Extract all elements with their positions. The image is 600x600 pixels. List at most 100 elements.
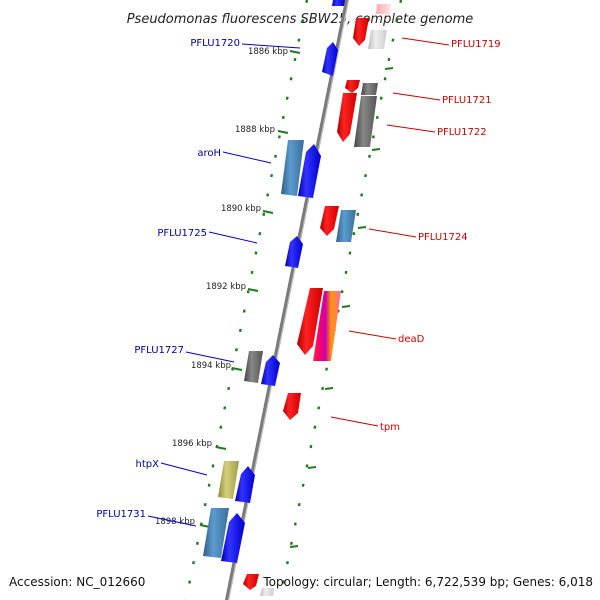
leader-line: [330, 416, 379, 427]
gene-block-top[interactable]: [376, 4, 391, 14]
tick-dot: [383, 77, 387, 81]
tick-dot: [277, 135, 281, 139]
gene-block-pflu1719-homolog[interactable]: [368, 30, 387, 49]
gene-arrow-pflu1722[interactable]: [337, 93, 357, 142]
gene-arrow-dead[interactable]: [297, 288, 323, 355]
gene-arrow-pflu1731[interactable]: [221, 513, 245, 563]
tick-dot: [313, 425, 317, 429]
gene-label-pflu1719[interactable]: PFLU1719: [451, 39, 501, 50]
map-title: Pseudomonas fluorescens SBW25, complete …: [127, 12, 474, 27]
gene-label-dead[interactable]: deaD: [398, 334, 425, 345]
gene-block[interactable]: [260, 588, 274, 596]
tick-dot: [227, 386, 231, 391]
gene-label-pflu1731[interactable]: PFLU1731: [96, 509, 146, 520]
tick-dot: [293, 522, 297, 526]
leader-line: [222, 151, 272, 164]
tick-dot: [262, 212, 266, 216]
gene-arrow-aroh[interactable]: [298, 144, 321, 198]
gene-block-pflu1727-homolog[interactable]: [244, 351, 263, 383]
tick-dot: [254, 251, 258, 255]
tick-dot: [192, 561, 195, 565]
leader-line: [401, 37, 450, 46]
gene-arrow-pflu1725[interactable]: [285, 236, 303, 268]
ruler-tick: [307, 466, 317, 469]
ruler-tick: [357, 226, 367, 229]
gene-block-pflu1724-homolog[interactable]: [336, 210, 356, 242]
tick-dot: [297, 502, 301, 507]
leader-line: [348, 330, 397, 340]
tick-dot: [305, 464, 309, 468]
position-ruler: 1886 kbp 1888 kbp 1890 kbp 1892 kbp 1894…: [155, 47, 301, 528]
gene-label-pflu1724[interactable]: PFLU1724: [418, 232, 468, 243]
ruler-tick: [247, 288, 259, 292]
gene-arrow-pflu1724[interactable]: [320, 206, 339, 236]
tick-dot: [387, 57, 391, 62]
ruler-tick: [231, 367, 243, 371]
gene-label-pflu1721[interactable]: PFLU1721: [442, 95, 492, 106]
gene-block-pflu1721-homolog[interactable]: [361, 83, 378, 95]
leader-line: [392, 92, 441, 101]
gene-arrow-pflu1719[interactable]: [353, 18, 369, 46]
gene-block-dead-homolog[interactable]: [313, 291, 341, 361]
tick-dot: [282, 580, 286, 584]
gene-arrow-pflu1720[interactable]: [322, 42, 338, 76]
genome-summary-text: Topology: circular; Length: 6,722,539 bp…: [262, 575, 593, 589]
ruler-tick: [215, 446, 227, 450]
gene-label-pflu1725[interactable]: PFLU1725: [157, 228, 207, 239]
tick-dot: [336, 309, 340, 313]
tick-dot: [375, 115, 379, 120]
tick-dot: [325, 367, 329, 371]
tick-dot: [188, 580, 192, 584]
gene-label-pflu1722[interactable]: PFLU1722: [437, 127, 487, 138]
gene-arrow[interactable]: [332, 0, 345, 6]
ruler-tick: [289, 50, 301, 54]
ruler-tick: [277, 130, 289, 134]
tick-dot: [270, 173, 274, 178]
gene-arrow-tpm[interactable]: [283, 393, 301, 420]
tick-dot: [391, 38, 395, 42]
minus-strand-labels: PFLU1719 PFLU1721 PFLU1722 PFLU1724 deaD…: [330, 37, 501, 433]
tick-dot: [246, 290, 250, 294]
gene-block-pflu1722-homolog[interactable]: [354, 96, 377, 147]
tick-dot: [317, 406, 321, 410]
gene-block-htpx-homolog[interactable]: [218, 461, 239, 499]
tick-dot: [281, 115, 285, 120]
tick-dot: [305, 0, 309, 4]
tick-dot: [297, 38, 301, 42]
gene-label-htpx[interactable]: htpX: [136, 459, 160, 470]
tick-dot: [258, 232, 262, 236]
tick-dot: [238, 328, 242, 333]
minus-strand-genes: [243, 4, 391, 596]
ruler-tick: [384, 67, 394, 70]
ruler-tick: [371, 148, 381, 151]
tick-dot: [211, 464, 215, 468]
gene-arrow-pflu1721[interactable]: [345, 80, 360, 93]
gene-label-pflu1720[interactable]: PFLU1720: [190, 38, 240, 49]
gene-arrow-htpx[interactable]: [235, 466, 255, 503]
gene-block-pflu1731-homolog[interactable]: [203, 508, 229, 558]
gene-label-tpm[interactable]: tpm: [380, 422, 400, 433]
gene-label-pflu1727[interactable]: PFLU1727: [134, 345, 184, 356]
leader-line: [368, 228, 417, 238]
tick-dot: [344, 270, 348, 275]
minus-strand-ruler-ticks: [289, 67, 394, 548]
leader-line: [386, 124, 436, 133]
gene-arrow-pflu1727[interactable]: [261, 355, 280, 386]
plus-strand-genes: [203, 0, 345, 563]
genome-axis-highlight: [227, 0, 350, 600]
tick-dot: [207, 483, 211, 487]
tick-dot: [293, 57, 297, 62]
accession-text: Accession: NC_012660: [9, 575, 145, 589]
ruler-tick: [262, 210, 274, 214]
gene-block-arohomolog[interactable]: [281, 140, 304, 196]
tick-dot: [289, 541, 293, 545]
tick-dot: [195, 541, 199, 545]
tick-dot: [301, 19, 305, 23]
tick-dot: [352, 232, 356, 236]
gene-label-aroh[interactable]: aroH: [197, 148, 221, 159]
tick-dot: [364, 173, 368, 178]
ruler-label: 1890 kbp: [221, 204, 261, 214]
ruler-label: 1886 kbp: [248, 47, 288, 57]
gene-arrow[interactable]: [243, 574, 259, 590]
